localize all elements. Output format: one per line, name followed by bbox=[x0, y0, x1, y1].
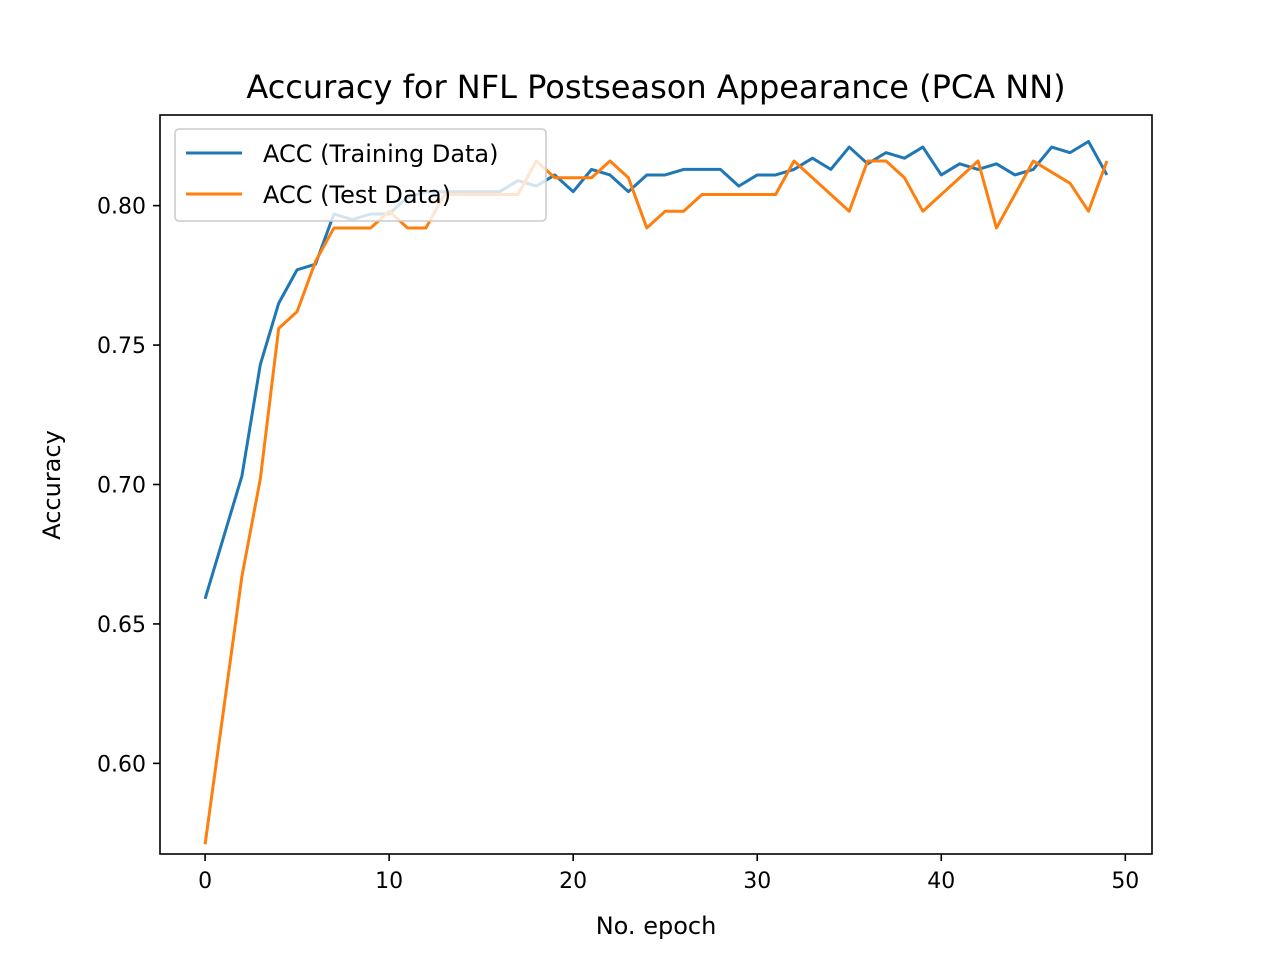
y-tick-label: 0.70 bbox=[97, 474, 146, 499]
x-tick-label: 10 bbox=[375, 869, 403, 894]
y-tick-label: 0.60 bbox=[97, 752, 146, 777]
y-tick-label: 0.80 bbox=[97, 195, 146, 220]
y-axis-label: Accuracy bbox=[38, 430, 66, 540]
legend-label: ACC (Training Data) bbox=[263, 140, 499, 168]
x-tick-label: 50 bbox=[1111, 869, 1139, 894]
y-tick-label: 0.65 bbox=[97, 613, 146, 638]
chart-title: Accuracy for NFL Postseason Appearance (… bbox=[246, 68, 1065, 106]
plot-area-frame bbox=[159, 114, 1153, 855]
x-axis: 0 10 20 30 40 50 bbox=[198, 854, 1139, 894]
x-tick-label: 30 bbox=[743, 869, 771, 894]
y-axis: 0.60 0.65 0.70 0.75 0.80 bbox=[97, 195, 160, 777]
x-tick-label: 0 bbox=[198, 869, 212, 894]
x-tick-label: 40 bbox=[927, 869, 955, 894]
x-axis-label: No. epoch bbox=[596, 912, 717, 940]
y-tick-label: 0.75 bbox=[97, 334, 146, 359]
legend-box bbox=[174, 128, 547, 222]
legend-label: ACC (Test Data) bbox=[263, 181, 451, 209]
x-tick-label: 20 bbox=[559, 869, 587, 894]
legend: ACC (Training Data) ACC (Test Data) bbox=[174, 128, 547, 222]
series-line-test bbox=[203, 159, 1109, 845]
